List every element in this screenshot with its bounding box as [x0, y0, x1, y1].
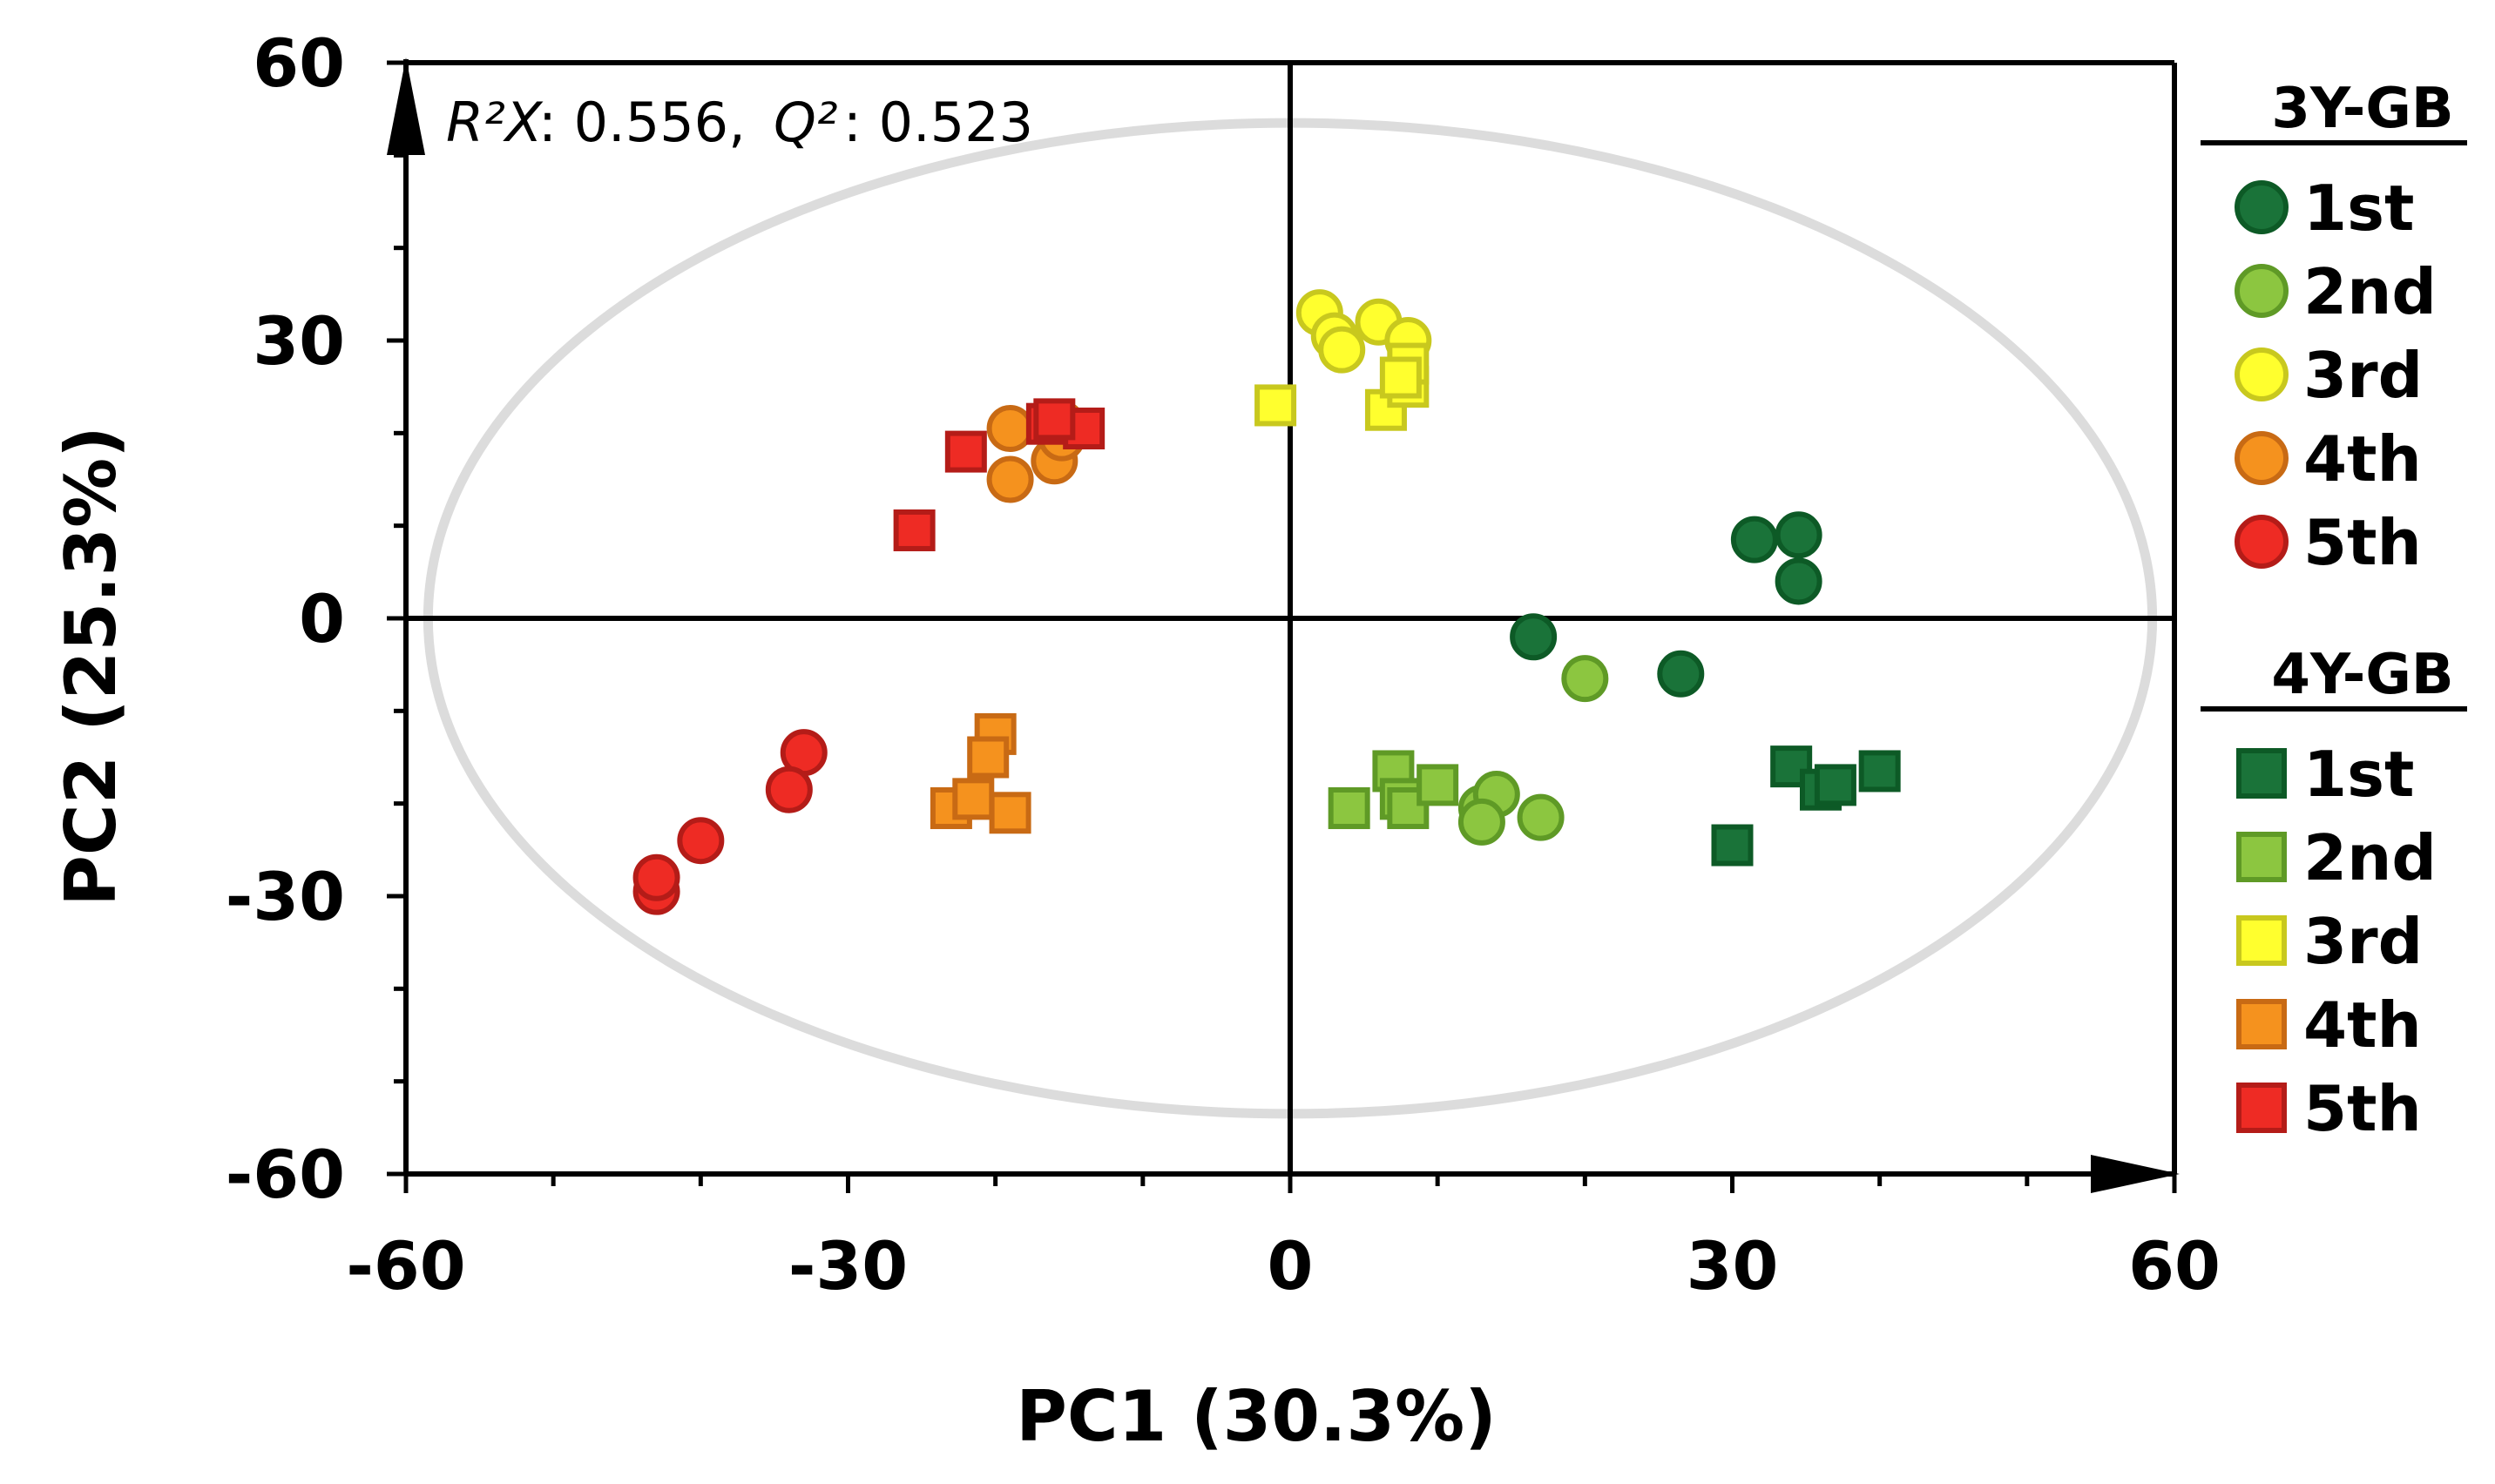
x-tick-label: -30 — [788, 1227, 908, 1305]
legend-marker — [2236, 1083, 2287, 1133]
point-4Y-GB-2nd — [1417, 764, 1459, 806]
legend-label: 2nd — [2303, 821, 2437, 894]
legend-marker — [2236, 748, 2287, 799]
x-axis-title: PC1 (30.3%) — [1016, 1376, 1497, 1457]
axis-ticks: -60 -30 0 30 60 60 30 0 -30 -60 — [226, 24, 2221, 1305]
point-3Y-GB-5th — [765, 766, 813, 813]
point-4Y-GB-1st — [1711, 824, 1754, 867]
point-4Y-GB-4th — [989, 792, 1031, 834]
annotation-r2x-label: R²X — [446, 91, 544, 154]
point-3Y-GB-1st — [1510, 613, 1558, 661]
point-4Y-GB-4th — [967, 736, 1010, 779]
legend-label: 5th — [2303, 506, 2422, 579]
legend-label: 2nd — [2303, 255, 2437, 328]
x-tick-label: 60 — [2128, 1227, 2221, 1305]
point-4Y-GB-4th — [952, 778, 995, 820]
legend-label: 1st — [2303, 172, 2414, 245]
annotation-r2x: R²X — [446, 91, 544, 154]
legend-group-title: 3Y-GB — [2271, 77, 2453, 141]
point-3Y-GB-1st — [1775, 557, 1822, 605]
point-4Y-GB-5th — [944, 430, 987, 473]
point-3Y-GB-4th — [986, 455, 1034, 503]
legend: 3Y-GB 1st 2nd 3rd 4th 5th 4Y-GB 1st 2nd 3rd 4th 5th — [2201, 77, 2467, 1145]
point-3Y-GB-1st — [1730, 516, 1778, 563]
y-tick-label: -30 — [226, 858, 345, 935]
y-tick-label: 0 — [299, 580, 345, 658]
y-tick-label: -60 — [226, 1136, 345, 1213]
annotation-r2x-value: : 0.556, — [538, 91, 746, 154]
legend-label: 4th — [2303, 422, 2422, 496]
legend-marker — [2236, 999, 2287, 1049]
point-3Y-GB-2nd — [1561, 655, 1609, 703]
point-4Y-GB-1st — [1858, 750, 1901, 793]
point-4Y-GB-3rd — [1379, 356, 1422, 399]
x-axis-arrow — [2091, 1155, 2180, 1193]
point-4Y-GB-5th — [1033, 398, 1076, 441]
point-3Y-GB-2nd — [1457, 798, 1505, 846]
x-tick-label: -60 — [346, 1227, 465, 1305]
y-tick-label: 30 — [253, 302, 345, 380]
x-tick-label: 30 — [1687, 1227, 1779, 1305]
legend-marker — [2236, 832, 2287, 882]
point-3Y-GB-1st — [1657, 650, 1705, 698]
point-4Y-GB-5th — [893, 509, 936, 551]
point-3Y-GB-1st — [1775, 511, 1822, 559]
legend-label: 3rd — [2303, 339, 2423, 412]
point-4Y-GB-1st — [1814, 764, 1856, 806]
y-axis-title: PC2 (25.3%) — [51, 426, 132, 907]
point-4Y-GB-3rd — [1254, 384, 1297, 427]
legend-marker — [2235, 180, 2289, 234]
legend-marker — [2235, 431, 2289, 485]
legend-marker — [2235, 515, 2289, 569]
data-points — [632, 289, 1901, 915]
x-tick-label: 0 — [1268, 1227, 1314, 1305]
point-3Y-GB-3rd — [1318, 326, 1366, 374]
y-tick-label: 60 — [253, 24, 345, 102]
point-3Y-GB-5th — [632, 853, 680, 901]
annotation-q2: Q² — [774, 91, 838, 154]
legend-label: 4th — [2303, 988, 2422, 1062]
legend-label: 3rd — [2303, 905, 2423, 978]
point-4Y-GB-2nd — [1328, 786, 1370, 829]
point-3Y-GB-5th — [677, 817, 725, 865]
legend-label: 1st — [2303, 738, 2414, 811]
point-3Y-GB-4th — [986, 405, 1034, 453]
legend-marker — [2235, 347, 2289, 401]
legend-label: 5th — [2303, 1072, 2422, 1145]
legend-group-title: 4Y-GB — [2271, 643, 2453, 707]
plot-frame — [387, 57, 2180, 1193]
legend-marker — [2235, 264, 2289, 318]
y-axis-arrow — [387, 57, 425, 155]
legend-marker — [2236, 915, 2287, 966]
annotation-q2-value: : 0.523 — [843, 91, 1033, 154]
point-3Y-GB-2nd — [1517, 793, 1565, 841]
